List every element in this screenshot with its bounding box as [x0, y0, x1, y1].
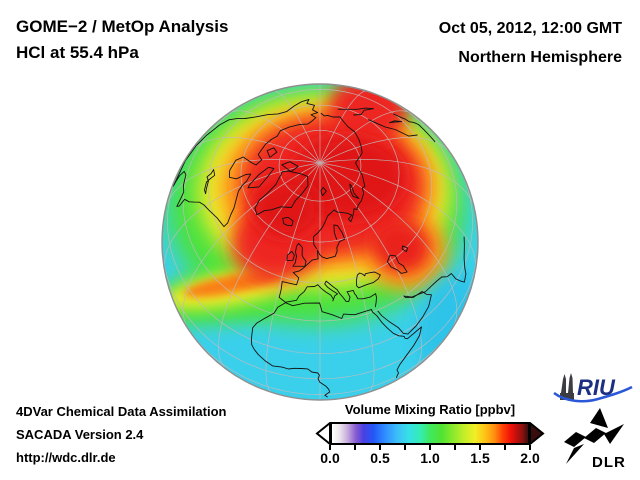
colorbar-tick-label: 2.0 — [520, 450, 540, 466]
colorbar-tick-mark — [379, 445, 381, 450]
page-subtitle: HCl at 55.4 hPa — [16, 43, 139, 62]
colorbar-tick-mark — [504, 445, 506, 450]
colorbar-tick-label: 1.0 — [420, 450, 440, 466]
colorbar-left-arrow-icon — [315, 422, 331, 445]
colorbar-tick-mark — [479, 445, 481, 450]
globe-field — [162, 84, 478, 400]
dlr-logo: DLR — [564, 408, 626, 471]
hemisphere-label: Northern Hemisphere — [458, 49, 622, 66]
timestamp-label: Oct 05, 2012, 12:00 GMT — [438, 20, 622, 37]
colorbar-ticks — [329, 445, 531, 451]
cologne-cathedral-icon — [560, 373, 574, 400]
colorbar-right-arrow-icon — [529, 422, 545, 445]
assimilation-label: 4DVar Chemical Data Assimilation — [16, 404, 227, 419]
colorbar-tick-mark — [354, 445, 356, 450]
colorbar-title: Volume Mixing Ratio [ppbv] — [344, 402, 516, 417]
riu-logo-text: RIU — [577, 375, 616, 400]
colorbar-tick-mark — [429, 445, 431, 450]
colorbar-tick-mark — [454, 445, 456, 450]
colorbar-tick-label: 0.5 — [370, 450, 390, 466]
dlr-logo-text: DLR — [592, 454, 626, 471]
version-label: SACADA Version 2.4 — [16, 427, 144, 442]
credits-block: 4DVar Chemical Data Assimilation SACADA … — [16, 400, 227, 469]
dlr-emblem-icon — [564, 408, 624, 464]
date-block: Oct 05, 2012, 12:00 GMT Northern Hemisph… — [439, 14, 622, 72]
colorbar-tick-mark — [529, 445, 531, 450]
colorbar-tick-label: 1.5 — [470, 450, 490, 466]
swoosh-icon — [553, 385, 633, 403]
page-title: GOME−2 / MetOp Analysis — [16, 17, 229, 36]
colorbar-tick-mark — [404, 445, 406, 450]
url-label: http://wdc.dlr.de — [16, 450, 116, 465]
coastlines — [172, 98, 467, 398]
riu-logo: RIU — [553, 373, 633, 403]
colorbar-tick-mark — [329, 445, 331, 450]
title-block: GOME−2 / MetOp Analysis HCl at 55.4 hPa — [16, 14, 228, 66]
colorbar-tick-label: 0.0 — [320, 450, 340, 466]
colorbar-gradient — [330, 422, 530, 445]
